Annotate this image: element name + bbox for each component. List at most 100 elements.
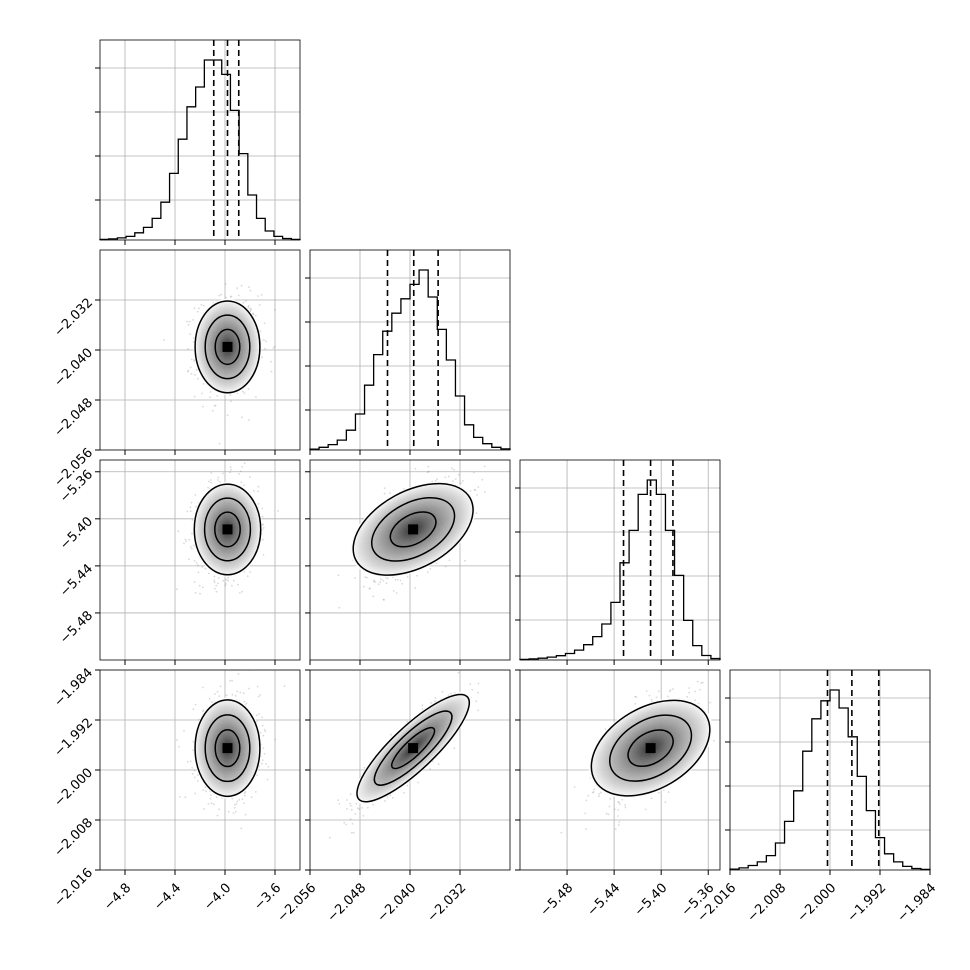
scatter-point (453, 747, 456, 750)
x-tick-label: −5.40 (632, 881, 671, 920)
scatter-point (635, 696, 638, 698)
scatter-point (338, 803, 341, 805)
scatter-point (195, 562, 198, 564)
y-tick-label: −2.000 (51, 765, 96, 810)
scatter-point (217, 479, 219, 481)
scatter-point (274, 738, 277, 741)
scatter-point (592, 791, 594, 794)
scatter-point (379, 581, 382, 584)
scatter-point (350, 808, 353, 811)
panel-content (100, 460, 300, 660)
scatter-point (351, 822, 354, 825)
scatter-point (354, 577, 356, 579)
panel-content (520, 670, 725, 870)
scatter-point (429, 568, 432, 570)
scatter-point (345, 823, 348, 826)
scatter-point (435, 562, 438, 565)
scatter-point (210, 481, 213, 484)
scatter-point (216, 395, 219, 397)
scatter-point (231, 797, 234, 800)
scatter-point (464, 559, 466, 562)
scatter-point (477, 691, 479, 694)
scatter-point (723, 692, 725, 694)
scatter-point (262, 527, 265, 529)
scatter-point (452, 480, 454, 483)
scatter-point (401, 582, 404, 585)
scatter-point (437, 763, 440, 766)
scatter-point (194, 703, 197, 706)
scatter-point (476, 494, 478, 496)
scatter-point (266, 778, 269, 781)
scatter-point (257, 502, 260, 505)
scatter-point (216, 814, 219, 817)
x-tick-label: −2.008 (745, 881, 790, 926)
scatter-point (187, 323, 190, 326)
histogram-step (519, 479, 721, 661)
scatter-point (202, 709, 205, 712)
scatter-point (229, 466, 232, 469)
scatter-point (222, 579, 225, 582)
scatter-point (662, 789, 665, 791)
scatter-point (265, 340, 268, 343)
contour-level-3 (214, 728, 241, 768)
histogram-step (309, 269, 511, 450)
scatter-point (207, 572, 210, 575)
scatter-point (617, 824, 620, 826)
scatter-point (417, 781, 420, 784)
scatter-point (267, 765, 270, 768)
scatter-point (389, 794, 392, 797)
scatter-point (358, 808, 361, 810)
scatter-point (187, 369, 190, 372)
scatter-point (257, 695, 260, 698)
scatter-point (208, 480, 210, 483)
scatter-point (262, 523, 264, 526)
scatter-point (243, 392, 246, 395)
scatter-point (246, 575, 249, 578)
scatter-point (254, 314, 257, 317)
scatter-point (634, 695, 637, 698)
scatter-point (361, 517, 364, 520)
density-peak (222, 743, 233, 754)
scatter-point (667, 695, 669, 698)
scatter-point (669, 689, 672, 692)
scatter-point (434, 480, 437, 482)
contour-level-2 (204, 314, 251, 380)
scatter-point (201, 710, 204, 713)
scatter-point (645, 690, 648, 692)
y-tick-label: −2.016 (51, 865, 96, 910)
scatter-point (255, 396, 257, 398)
scatter-point (261, 716, 263, 719)
contour-level-3 (391, 726, 436, 770)
scatter-point (392, 590, 395, 592)
scatter-point (227, 576, 230, 579)
contour-level-2 (608, 714, 693, 782)
scatter-point (399, 579, 402, 582)
scatter-point (277, 510, 279, 512)
scatter-point (352, 831, 355, 834)
scatter-point (205, 790, 207, 793)
scatter-point (241, 798, 244, 801)
scatter-point (471, 689, 474, 691)
scatter-point (618, 801, 620, 804)
scatter-point (349, 802, 352, 805)
scatter-point (605, 812, 608, 815)
scatter-point (395, 592, 398, 594)
scatter-point (248, 419, 250, 421)
scatter-point (390, 733, 392, 736)
scatter-point (362, 815, 365, 817)
scatter-point (194, 592, 197, 594)
scatter-point (416, 574, 418, 577)
scatter-point (262, 554, 265, 556)
scatter-point (195, 369, 198, 371)
scatter-point (208, 698, 211, 700)
x-tick-label: −4.8 (101, 881, 134, 914)
scatter-point (183, 730, 185, 732)
scatter-point (202, 383, 205, 385)
panel-content (310, 670, 510, 870)
scatter-point (193, 559, 196, 562)
scatter-point (235, 803, 238, 805)
scatter-point (451, 467, 453, 470)
scatter-point (197, 377, 199, 380)
scatter-point (263, 728, 266, 731)
scatter-point (270, 360, 273, 363)
